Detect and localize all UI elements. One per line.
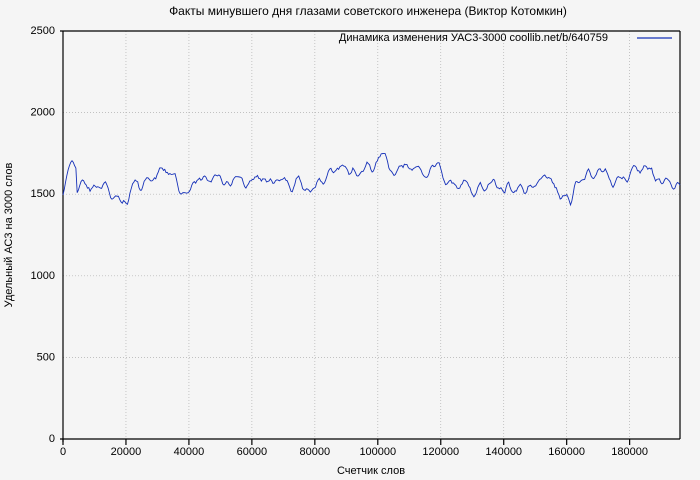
svg-text:0: 0 xyxy=(49,433,55,445)
svg-text:Счетчик слов: Счетчик слов xyxy=(337,465,405,477)
svg-text:1000: 1000 xyxy=(31,270,55,282)
svg-text:140000: 140000 xyxy=(485,446,522,458)
svg-text:120000: 120000 xyxy=(422,446,459,458)
svg-text:Динамика изменения УАС3-3000 c: Динамика изменения УАС3-3000 coollib.net… xyxy=(339,32,608,44)
svg-text:40000: 40000 xyxy=(174,446,205,458)
svg-text:2000: 2000 xyxy=(31,107,55,119)
svg-text:160000: 160000 xyxy=(548,446,585,458)
svg-text:180000: 180000 xyxy=(611,446,648,458)
svg-text:2500: 2500 xyxy=(31,25,55,37)
svg-text:60000: 60000 xyxy=(237,446,268,458)
svg-text:80000: 80000 xyxy=(300,446,331,458)
svg-text:Факты минувшего дня глазами со: Факты минувшего дня глазами советского и… xyxy=(169,4,567,18)
svg-text:20000: 20000 xyxy=(111,446,142,458)
svg-text:100000: 100000 xyxy=(359,446,396,458)
svg-text:0: 0 xyxy=(60,446,66,458)
svg-text:1500: 1500 xyxy=(31,188,55,200)
svg-text:500: 500 xyxy=(37,351,55,363)
svg-text:Удельный АС3 на 3000 слов: Удельный АС3 на 3000 слов xyxy=(3,163,15,308)
